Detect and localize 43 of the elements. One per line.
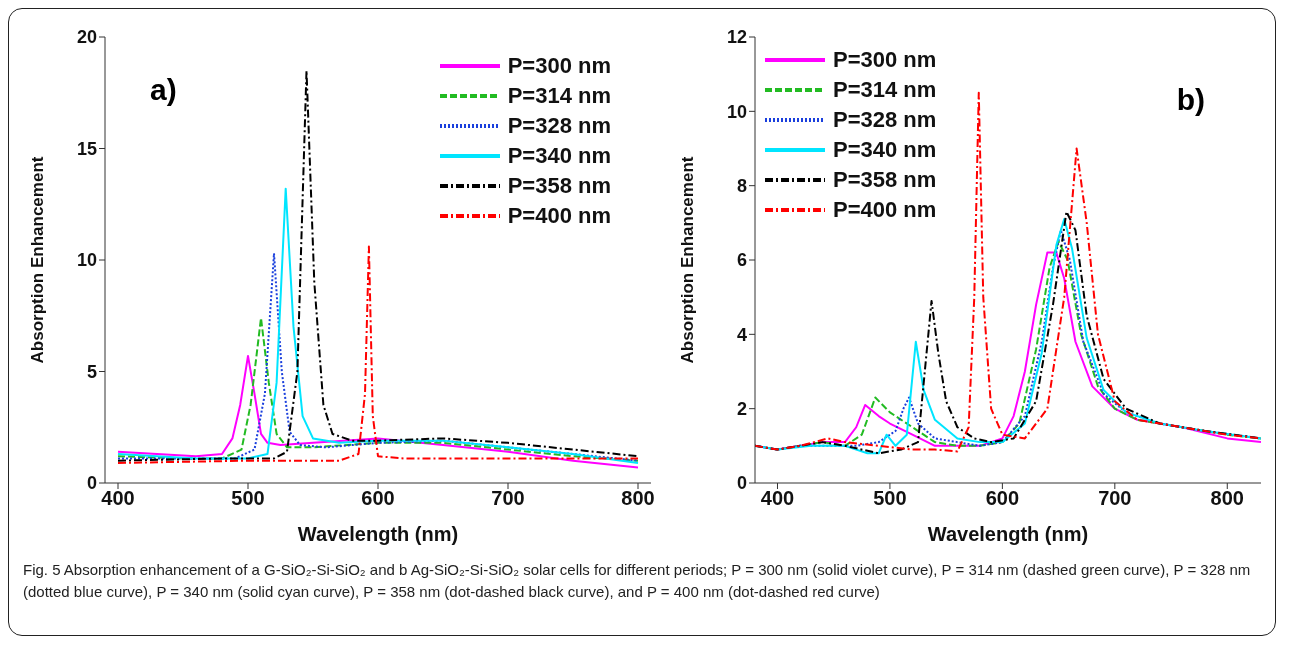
- line-series: [117, 316, 639, 462]
- x-tick-label: 400: [760, 487, 795, 510]
- x-tick-label: 800: [1210, 487, 1244, 510]
- y-tick-label: 20: [76, 27, 97, 48]
- y-tick-label: 4: [736, 324, 747, 345]
- x-tick-label: 600: [361, 487, 395, 510]
- legend-label: P=400 nm: [507, 202, 611, 230]
- legend-label: P=358 nm: [507, 172, 611, 200]
- y-axis-title: Absorption Enhancement: [28, 156, 48, 364]
- x-tick-label: 400: [101, 487, 135, 510]
- legend-label: P=358 nm: [833, 166, 937, 194]
- x-tick-label: 800: [621, 487, 655, 510]
- y-tick-label: 0: [86, 473, 97, 494]
- line-series: [117, 354, 639, 469]
- x-tick-label: 700: [491, 487, 525, 510]
- y-tick-label: 2: [736, 399, 747, 420]
- legend-label: P=328 nm: [507, 112, 611, 140]
- legend-label: P=300 nm: [507, 52, 611, 80]
- legend-label: P=400 nm: [833, 196, 937, 224]
- x-tick-label: 600: [985, 487, 1020, 510]
- caption: Fig. 5 Absorption enhancement of a G-SiO₂-Si-SiO₂ and b Ag-SiO₂-Si-SiO₂ solar cells for different periods; P = 300 nm (solid violet curve), P = 314 nm (dashed green curve), P = 328 nm (dotted blue curve), P = 340 nm (solid cyan curve), P = 358 nm (dot-dashed black curve), and P = 400 nm (dot-dashed red curve): [22, 560, 1252, 602]
- x-tick-label: 700: [1098, 487, 1132, 510]
- text: a): [150, 73, 177, 107]
- legend-label: P=340 nm: [507, 142, 611, 170]
- x-axis-title: Wavelength (nm): [297, 523, 459, 545]
- y-tick-label: 15: [76, 138, 97, 159]
- y-tick-label: 8: [736, 176, 747, 197]
- y-tick-label: 0: [736, 473, 747, 494]
- x-axis-title: Wavelength (nm): [927, 523, 1089, 545]
- legend-label: P=300 nm: [833, 46, 937, 74]
- y-tick-label: 12: [726, 27, 747, 48]
- x-tick-label: 500: [873, 487, 907, 510]
- legend-label: P=328 nm: [833, 106, 937, 134]
- legend-label: P=314 nm: [507, 82, 611, 110]
- y-tick-label: 10: [726, 101, 747, 122]
- legend-label: P=314 nm: [833, 76, 937, 104]
- x-tick-label: 500: [231, 487, 265, 510]
- legend-label: P=340 nm: [833, 136, 937, 164]
- y-tick-label: 6: [736, 250, 747, 271]
- y-tick-label: 10: [76, 250, 97, 271]
- y-tick-label: 5: [86, 361, 97, 382]
- text: b): [1176, 83, 1205, 117]
- y-axis-title: Absorption Enhancement: [678, 156, 698, 364]
